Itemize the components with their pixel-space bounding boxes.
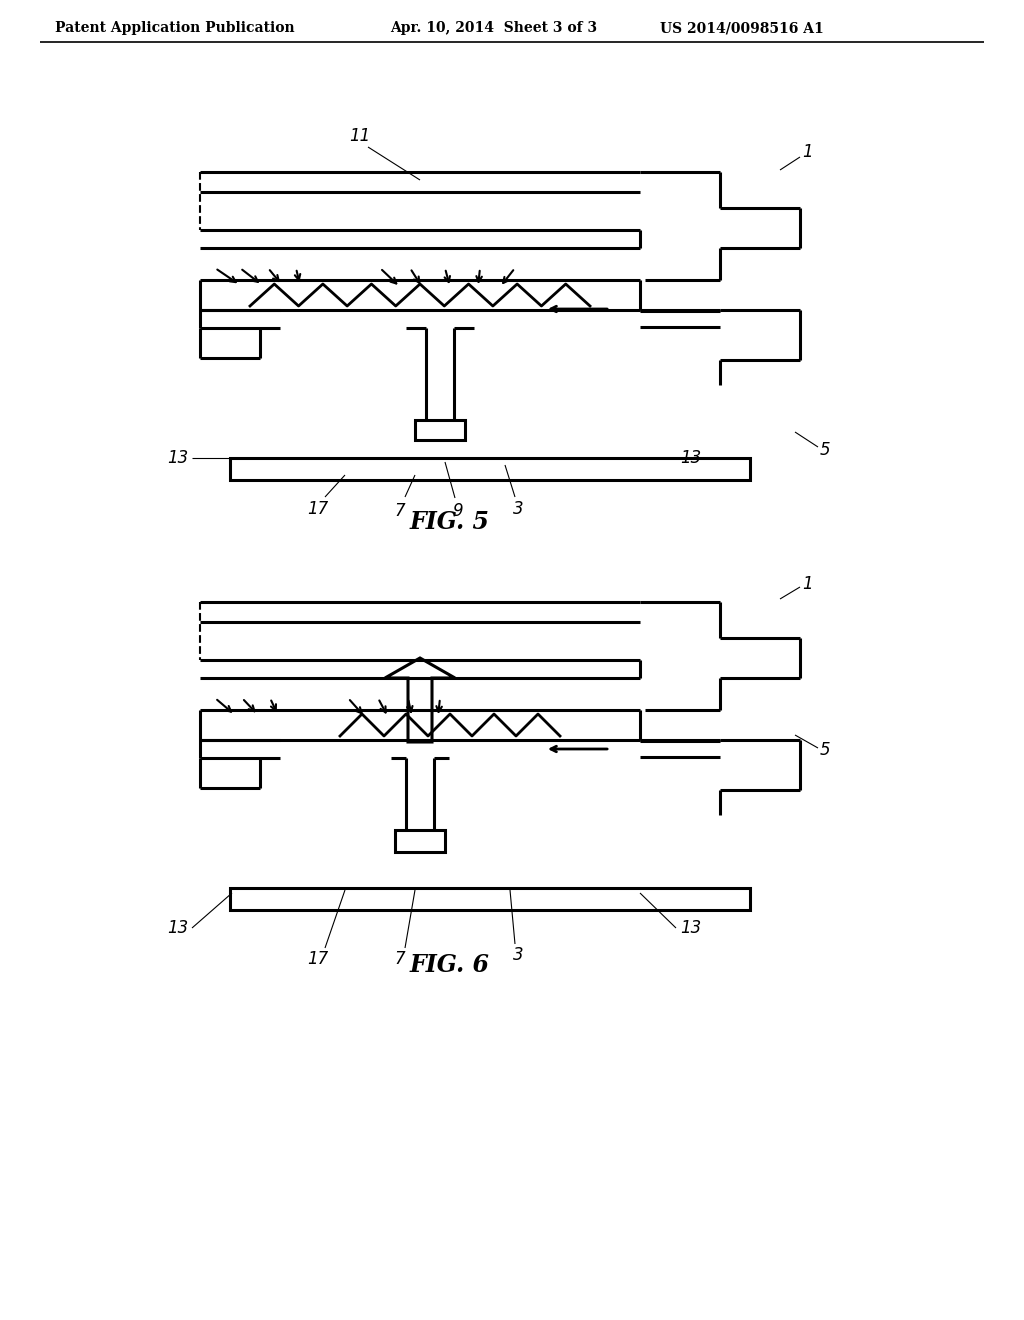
Text: 9: 9 (453, 502, 463, 520)
Text: 7: 7 (394, 950, 406, 968)
Bar (395, 830, 445, 851)
Text: Apr. 10, 2014  Sheet 3 of 3: Apr. 10, 2014 Sheet 3 of 3 (390, 21, 597, 36)
Text: 5: 5 (820, 741, 830, 759)
Text: 13: 13 (680, 449, 701, 467)
Text: 13: 13 (680, 919, 701, 937)
Text: 7: 7 (394, 502, 406, 520)
Bar (230, 458, 750, 480)
Text: 13: 13 (167, 919, 188, 937)
Text: 17: 17 (307, 500, 329, 517)
Bar (230, 888, 750, 909)
Text: 17: 17 (307, 950, 329, 968)
Text: 11: 11 (349, 127, 371, 145)
Bar (415, 420, 465, 440)
Text: US 2014/0098516 A1: US 2014/0098516 A1 (660, 21, 823, 36)
Text: FIG. 5: FIG. 5 (410, 510, 490, 535)
Text: 1: 1 (802, 143, 813, 161)
Text: FIG. 6: FIG. 6 (410, 953, 490, 977)
Text: 3: 3 (513, 500, 523, 517)
Text: 1: 1 (802, 576, 813, 593)
Text: 3: 3 (513, 946, 523, 964)
Text: 13: 13 (167, 449, 188, 467)
Text: Patent Application Publication: Patent Application Publication (55, 21, 295, 36)
Text: 5: 5 (820, 441, 830, 459)
Polygon shape (385, 657, 455, 742)
